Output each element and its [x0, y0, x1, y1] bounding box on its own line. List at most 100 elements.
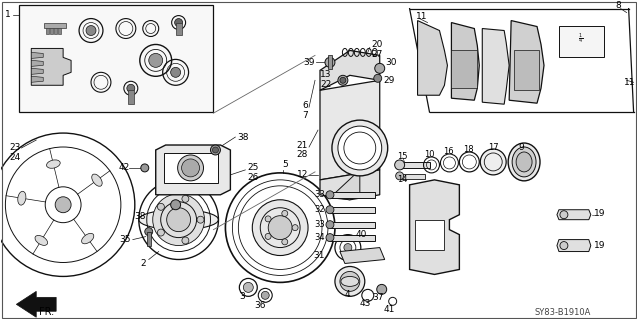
Text: 11: 11 [624, 78, 635, 87]
Polygon shape [417, 20, 447, 95]
Circle shape [375, 63, 385, 73]
Text: FR.: FR. [40, 307, 54, 317]
Text: 31: 31 [313, 251, 325, 260]
Text: 8: 8 [615, 1, 621, 10]
Circle shape [212, 147, 218, 153]
Text: SY83-B1910A: SY83-B1910A [534, 308, 590, 317]
Text: 33: 33 [315, 190, 325, 199]
Circle shape [152, 194, 205, 245]
Text: 30: 30 [386, 58, 397, 67]
Polygon shape [31, 60, 43, 66]
Polygon shape [320, 170, 380, 200]
Text: 1: 1 [5, 10, 11, 19]
Circle shape [167, 208, 191, 232]
Polygon shape [31, 76, 43, 82]
Circle shape [340, 77, 346, 83]
Text: 28: 28 [297, 150, 308, 159]
Text: 18: 18 [463, 146, 473, 155]
Text: 13: 13 [320, 70, 332, 79]
Circle shape [158, 229, 165, 236]
Bar [58, 26, 61, 34]
Ellipse shape [516, 152, 532, 172]
Text: 26: 26 [248, 173, 258, 182]
Polygon shape [31, 48, 71, 85]
Circle shape [377, 284, 387, 294]
Polygon shape [509, 20, 544, 103]
Circle shape [177, 155, 204, 181]
Polygon shape [557, 240, 591, 252]
Circle shape [243, 283, 253, 292]
Text: 21: 21 [297, 140, 308, 149]
Ellipse shape [82, 233, 94, 244]
Circle shape [182, 196, 189, 202]
Bar [399, 174, 424, 179]
Bar [330, 235, 375, 241]
Text: 24: 24 [10, 154, 20, 163]
Text: 41: 41 [384, 305, 396, 314]
Circle shape [374, 74, 382, 82]
Ellipse shape [47, 160, 60, 168]
Ellipse shape [139, 210, 218, 230]
Ellipse shape [341, 276, 359, 286]
Circle shape [55, 197, 71, 213]
Circle shape [86, 26, 96, 36]
Circle shape [145, 228, 152, 236]
Circle shape [127, 84, 135, 92]
Bar [147, 232, 151, 245]
Text: 17: 17 [488, 143, 498, 153]
Polygon shape [557, 210, 591, 220]
Bar [452, 51, 477, 88]
Text: 33: 33 [315, 220, 325, 229]
Bar [175, 22, 182, 35]
Circle shape [395, 160, 404, 170]
Text: 23: 23 [10, 143, 21, 153]
Bar [50, 26, 53, 34]
Text: 4: 4 [345, 290, 350, 299]
Circle shape [252, 200, 308, 256]
Text: 3: 3 [239, 292, 245, 301]
Text: 20: 20 [372, 40, 383, 49]
Circle shape [182, 159, 200, 177]
Circle shape [560, 211, 568, 219]
Text: 19: 19 [594, 241, 605, 250]
Circle shape [149, 53, 163, 67]
Bar [330, 207, 375, 213]
Circle shape [141, 164, 149, 172]
Circle shape [170, 200, 181, 210]
Text: $\frac{1}{4}$: $\frac{1}{4}$ [578, 31, 583, 45]
Text: 27: 27 [372, 50, 383, 59]
Text: 16: 16 [443, 148, 454, 156]
Ellipse shape [92, 174, 102, 186]
Text: 35: 35 [119, 235, 131, 244]
Circle shape [282, 239, 288, 245]
Text: 11: 11 [415, 12, 427, 21]
Circle shape [325, 57, 335, 67]
Bar [514, 51, 539, 90]
Ellipse shape [18, 191, 26, 205]
Polygon shape [330, 170, 360, 200]
Text: 19: 19 [594, 209, 605, 218]
Text: 40: 40 [356, 230, 367, 239]
Text: 22: 22 [321, 80, 332, 89]
Circle shape [480, 149, 506, 175]
Text: 9: 9 [518, 142, 524, 151]
Text: 42: 42 [119, 164, 130, 172]
Bar [330, 192, 375, 198]
Text: 34: 34 [315, 233, 325, 242]
Bar [415, 220, 445, 250]
Polygon shape [31, 52, 43, 58]
Text: 29: 29 [383, 76, 395, 85]
Text: 32: 32 [315, 205, 325, 214]
Ellipse shape [512, 147, 536, 177]
Circle shape [282, 211, 288, 216]
Circle shape [197, 216, 204, 223]
Circle shape [261, 292, 269, 299]
Circle shape [326, 206, 334, 214]
Bar [46, 26, 49, 34]
Text: 7: 7 [302, 111, 308, 120]
Bar [559, 26, 604, 57]
Polygon shape [410, 180, 459, 275]
Bar [399, 162, 429, 168]
Text: 38: 38 [134, 212, 145, 221]
Bar [164, 153, 218, 183]
